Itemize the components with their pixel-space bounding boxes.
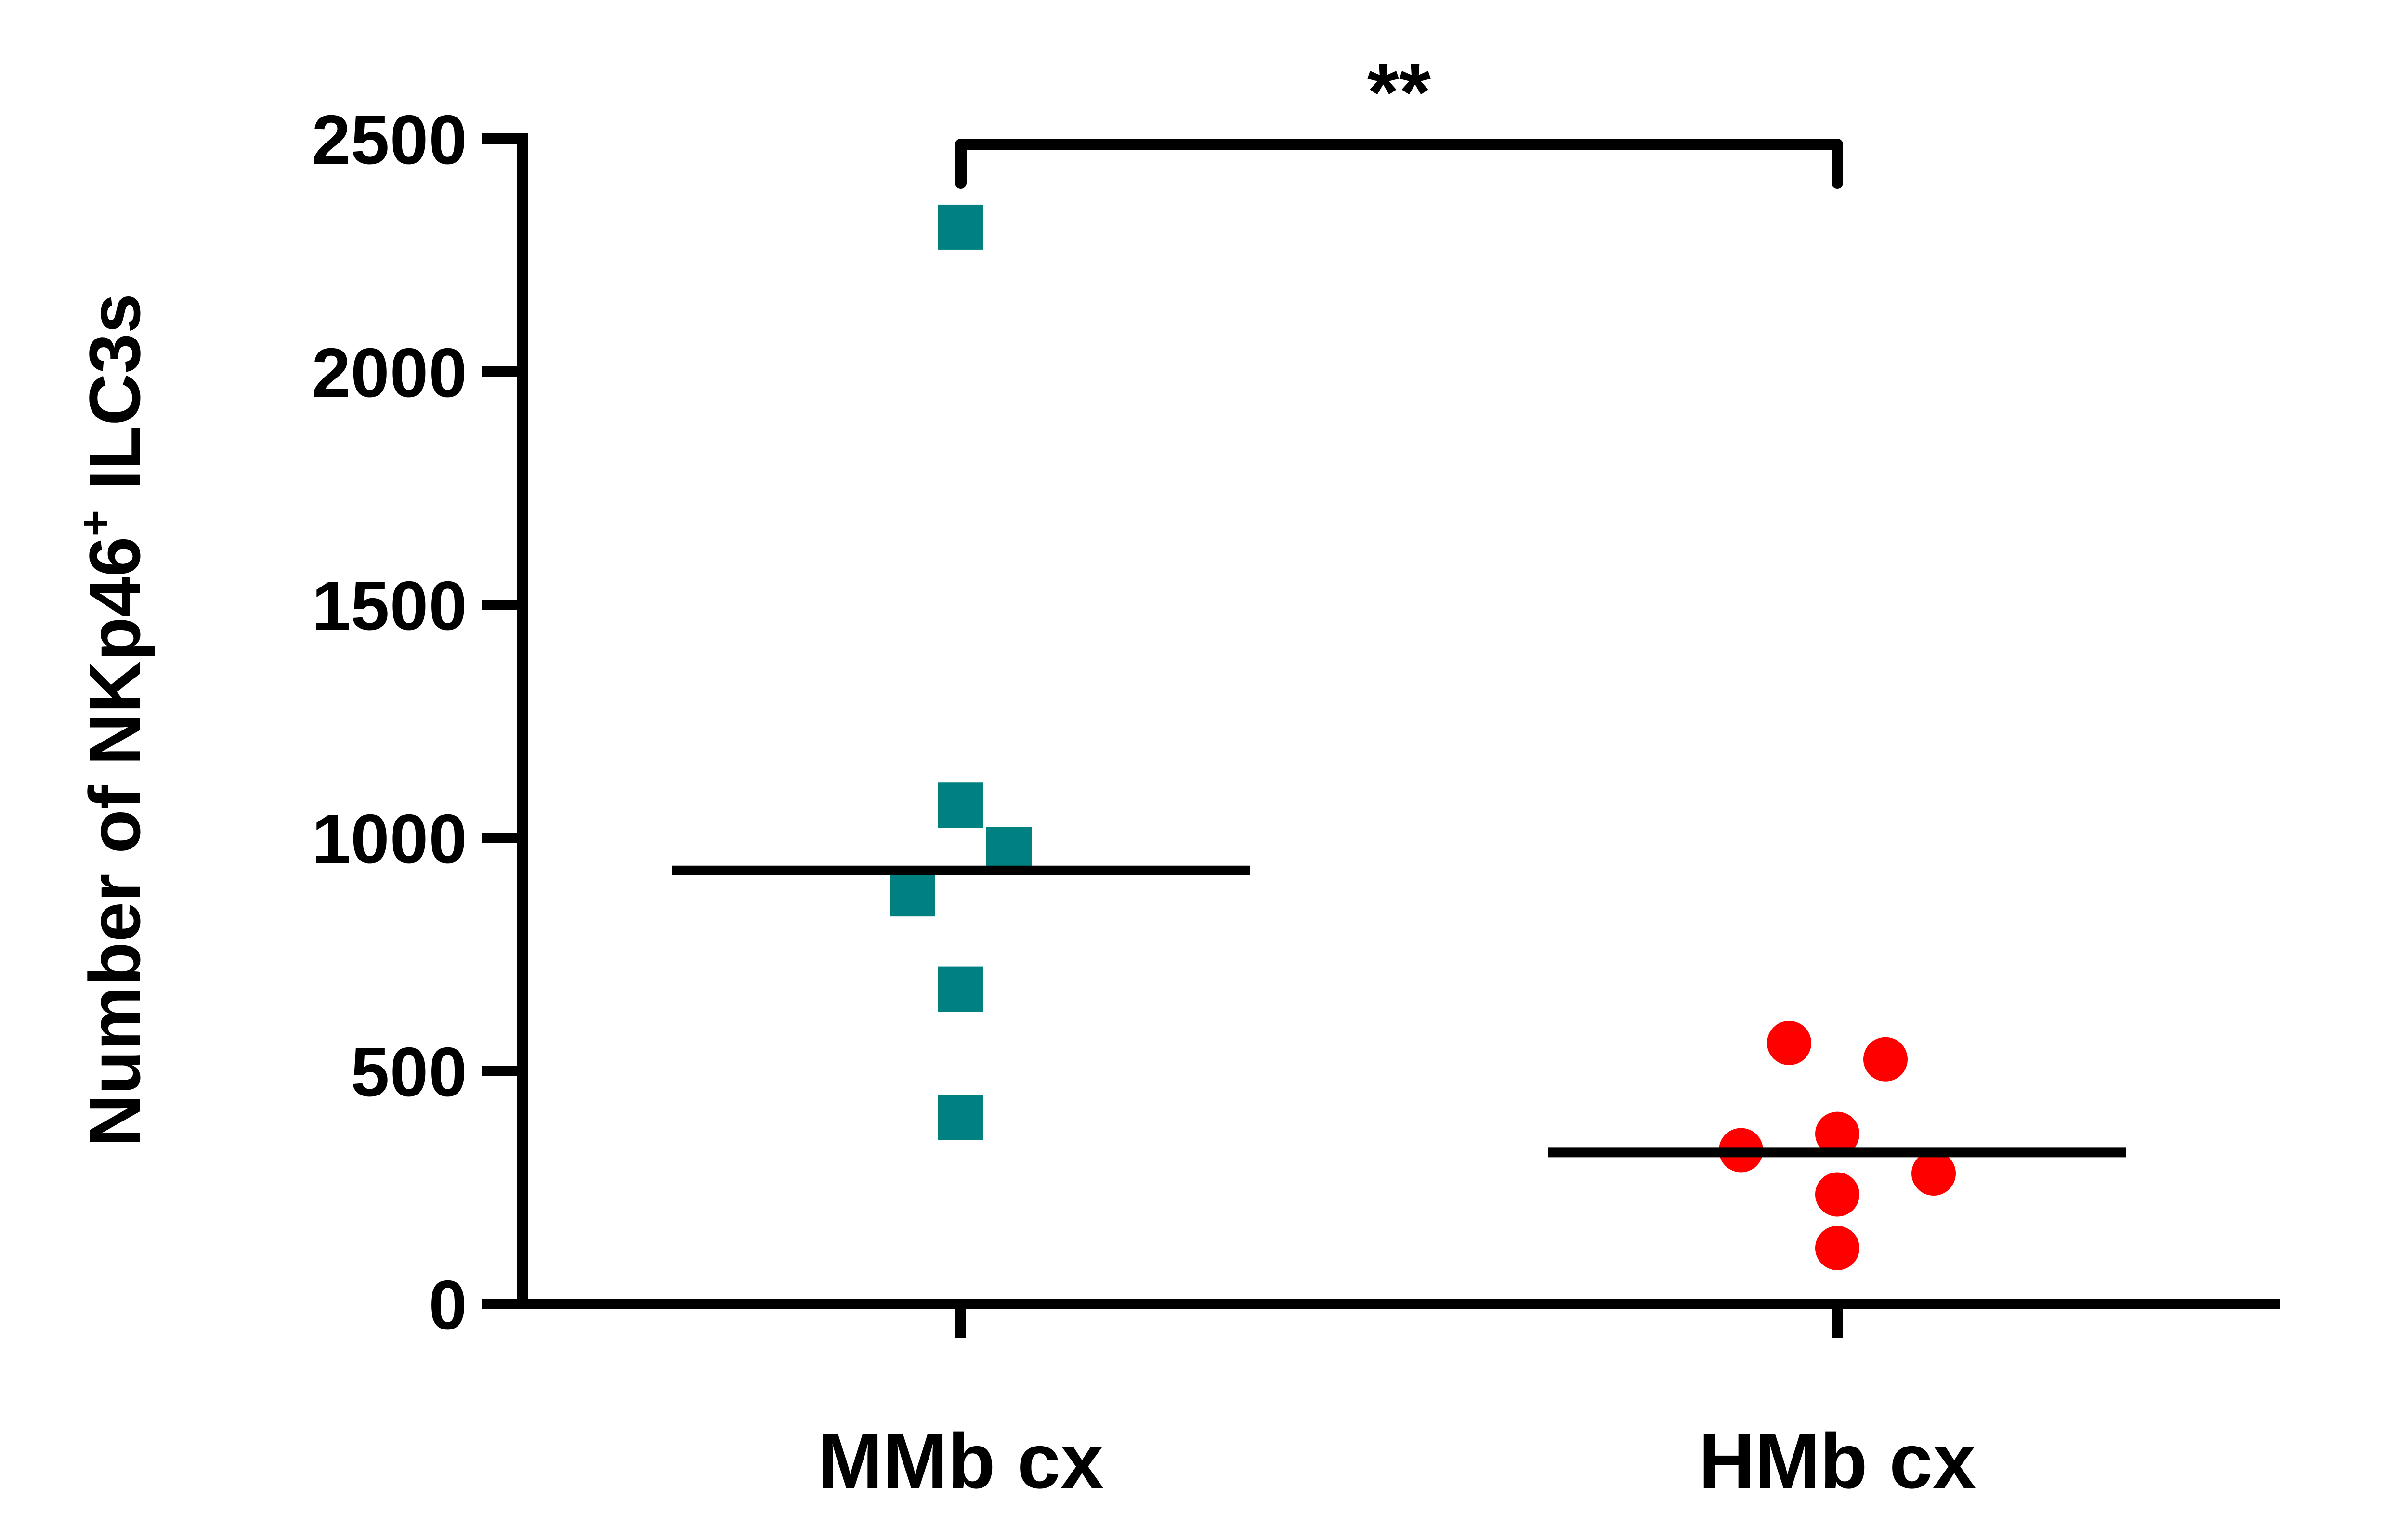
y-axis: 0 500 1000 1500 2000 2500 <box>312 101 528 1344</box>
significance-label: ** <box>1367 47 1431 138</box>
data-point-circle <box>1815 1172 1859 1217</box>
data-point-square <box>938 1095 983 1140</box>
data-point-square <box>986 827 1032 873</box>
data-point-circle <box>1815 1111 1859 1156</box>
data-point-square <box>938 782 983 828</box>
data-point-square <box>938 966 983 1012</box>
y-tick-label: 1000 <box>312 800 467 878</box>
y-tick-label: 0 <box>428 1266 467 1344</box>
x-tick-label: MMb cx <box>818 1418 1104 1505</box>
bracket-line <box>955 139 1843 189</box>
data-point-circle <box>1863 1037 1908 1082</box>
significance-bracket: ** <box>955 47 1843 189</box>
y-tick-label: 500 <box>351 1033 467 1111</box>
y-tick-label: 1500 <box>312 567 467 645</box>
data-point-circle <box>1911 1151 1956 1196</box>
y-tick-label: 2500 <box>312 101 467 179</box>
data-point-circle <box>1815 1225 1859 1270</box>
mean-lines <box>672 865 2126 1158</box>
x-tick-label: HMb cx <box>1699 1418 1976 1505</box>
data-point-square <box>890 871 935 917</box>
data-point-circle <box>1767 1020 1811 1065</box>
y-axis-label: Number of NKp46+ ILC3s <box>70 293 155 1147</box>
y-tick-label: 2000 <box>312 334 467 412</box>
x-axis: MMb cx HMb cx <box>517 1299 2280 1505</box>
data-points <box>890 204 1956 1270</box>
data-point-square <box>938 204 983 250</box>
